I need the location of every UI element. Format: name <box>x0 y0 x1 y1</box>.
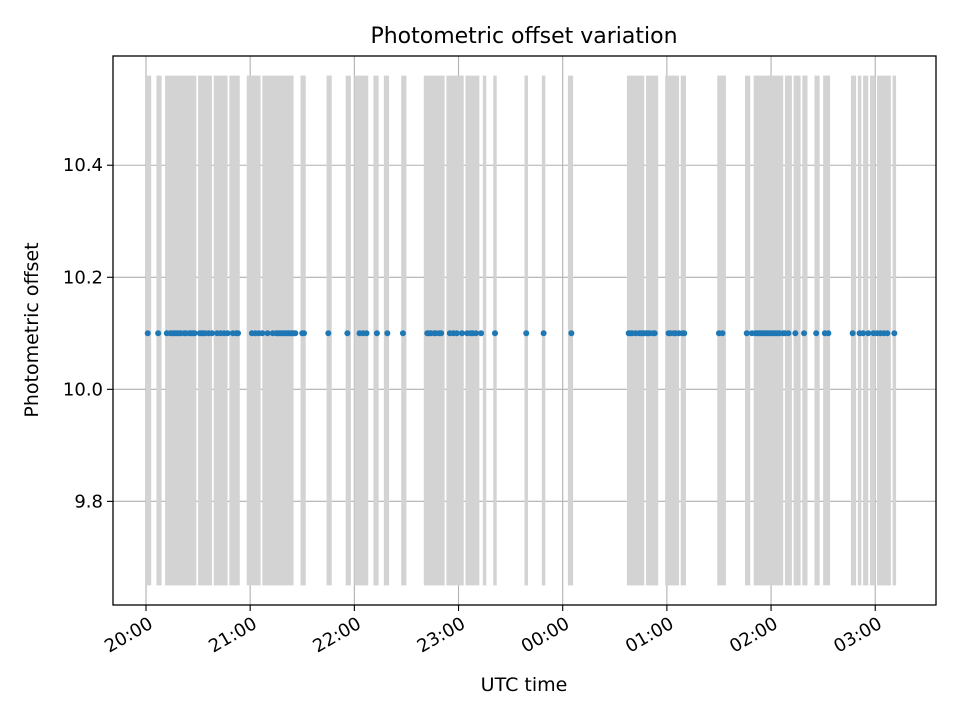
y-axis-label: Photometric offset <box>21 242 43 417</box>
data-point <box>399 330 406 337</box>
exposure-band <box>793 75 801 586</box>
data-point <box>719 330 726 337</box>
data-point <box>344 330 351 337</box>
data-point <box>191 330 198 337</box>
y-tick-label: 10.2 <box>63 267 103 288</box>
y-tick-label: 10.0 <box>63 379 103 400</box>
exposure-band <box>482 75 487 586</box>
data-point <box>300 330 307 337</box>
exposure-band <box>665 75 680 586</box>
y-tick-label: 10.4 <box>63 155 103 176</box>
data-point <box>865 330 872 337</box>
data-point <box>891 330 898 337</box>
exposure-band <box>354 75 369 586</box>
data-point <box>325 330 332 337</box>
data-point <box>453 330 460 337</box>
data-point <box>264 330 271 337</box>
data-point <box>472 330 479 337</box>
data-point <box>813 330 820 337</box>
data-point <box>363 330 370 337</box>
data-point <box>458 330 465 337</box>
data-point <box>373 330 380 337</box>
data-point <box>259 330 266 337</box>
x-axis-label: UTC time <box>481 674 568 696</box>
data-point <box>155 330 162 337</box>
data-point <box>825 330 832 337</box>
exposure-band <box>446 75 464 586</box>
data-point <box>438 330 445 337</box>
data-point <box>235 330 242 337</box>
exposure-band <box>246 75 261 586</box>
data-point <box>540 330 547 337</box>
chart-title: Photometric offset variation <box>370 24 677 49</box>
plot-frame <box>112 55 937 606</box>
exposure-band <box>229 75 240 586</box>
data-point <box>523 330 530 337</box>
data-point <box>478 330 485 337</box>
data-point <box>785 330 792 337</box>
data-point <box>792 330 799 337</box>
y-tick-label: 9.8 <box>74 491 103 512</box>
data-points <box>144 330 898 337</box>
data-point <box>860 330 867 337</box>
exposure-band <box>863 75 869 586</box>
data-point <box>681 330 688 337</box>
data-point <box>743 330 750 337</box>
data-point <box>491 330 498 337</box>
data-point <box>208 330 215 337</box>
data-point <box>651 330 658 337</box>
data-point <box>801 330 808 337</box>
y-axis-ticks: 9.8 10.0 10.2 10.4 <box>63 155 113 512</box>
data-point <box>884 330 891 337</box>
data-point <box>224 330 231 337</box>
data-point <box>384 330 391 337</box>
data-point <box>849 330 856 337</box>
data-point <box>144 330 151 337</box>
data-point <box>568 330 575 337</box>
exposure-band <box>823 75 831 586</box>
data-point <box>292 330 299 337</box>
